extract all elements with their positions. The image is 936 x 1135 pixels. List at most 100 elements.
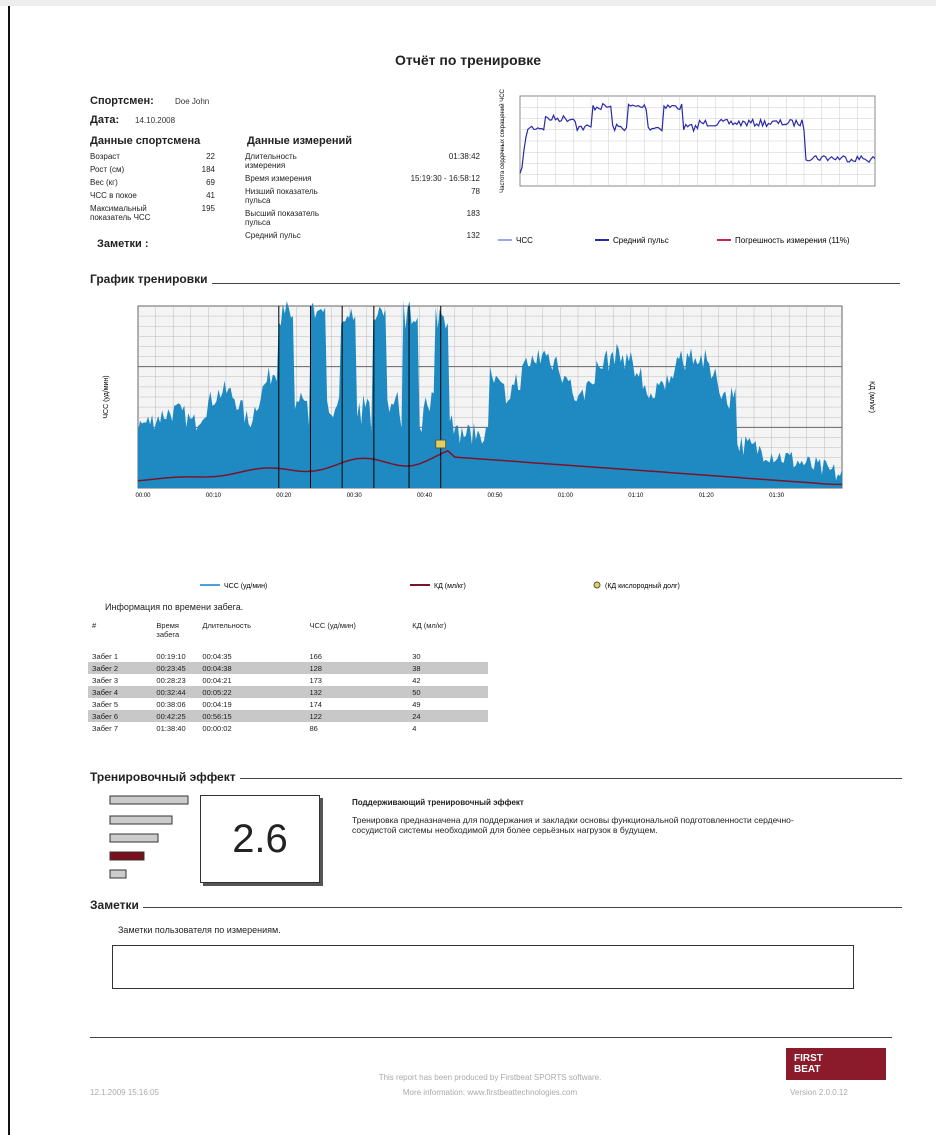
main-chart: 00:00 00:10 00:20 00:30 00:40 00:50 01:00 01:10… <box>103 300 875 499</box>
data-row: ЧСС в покое 41 <box>90 191 215 200</box>
data-value: 195 <box>201 204 215 213</box>
data-value: 132 <box>466 231 480 240</box>
legend-swatch <box>593 581 601 589</box>
data-label: Максимальный показатель ЧСС <box>90 204 151 222</box>
table-cell: 00:04:35 <box>202 651 232 661</box>
effect-bars <box>109 795 189 879</box>
effect-bar <box>109 869 127 879</box>
title: Отчёт по тренировке <box>394 52 542 68</box>
effect-bar <box>109 833 159 843</box>
table-cell: Забег 6 <box>88 710 153 722</box>
legend-label: Средний пульс <box>613 236 669 245</box>
data-value: 22 <box>206 152 215 161</box>
legend-label: ЧСС (уд/мин) <box>224 583 267 590</box>
data-label: Низший показатель пульса <box>245 187 318 205</box>
athlete-name: Doe John <box>175 97 210 106</box>
date-label: Дата: <box>90 114 120 126</box>
table-cell: Забег 3 <box>92 675 119 685</box>
table-cell: 01:38:40 <box>156 723 186 733</box>
table-cell: Забег 5 <box>92 699 119 709</box>
table-cell: 132 <box>305 686 409 698</box>
table-cell: 00:00:02 <box>202 723 232 733</box>
x-tick-label: 00:00 <box>135 493 151 499</box>
table-cell: 128 <box>305 662 409 674</box>
logo-text: BEAT <box>794 1064 821 1075</box>
footer-timestamp: 12.1.2009 15:16:05 <box>90 1088 159 1097</box>
hr-area <box>138 300 842 488</box>
data-value: 41 <box>206 191 215 200</box>
legend-label: (КД кислородный долг) <box>605 582 680 590</box>
data-value: 183 <box>466 209 480 218</box>
table-row: Забег 6 00:42:25 00:56:15 122 24 <box>88 710 488 722</box>
x-tick-label: 00:30 <box>347 493 363 499</box>
rule <box>90 907 902 908</box>
table-cell: 00:04:19 <box>202 699 232 709</box>
section-heading: Заметки <box>90 898 143 912</box>
data-row: Средний пульс 132 <box>245 231 480 240</box>
table-cell: 122 <box>305 710 409 722</box>
table-cell: 50 <box>408 686 488 698</box>
table-cell: 42 <box>412 675 421 685</box>
effect-value: 2.6 <box>200 795 320 883</box>
data-row: Высший показатель пульса 183 <box>245 209 480 227</box>
section-heading: Тренировочный эффект <box>90 770 240 784</box>
date: 14.10.2008 <box>135 116 176 125</box>
header-cell: ЧСС (уд/мин) <box>309 621 356 630</box>
data-value: 15:19:30 - 16:58:12 <box>410 174 480 183</box>
athlete-label: Спортсмен: <box>90 95 154 107</box>
legend-label: КД (мл/кг) <box>434 583 466 590</box>
data-row: Возраст 22 <box>90 152 215 161</box>
header-cell: # <box>92 621 97 630</box>
data-row: Максимальный показатель ЧСС 195 <box>90 204 215 222</box>
section-heading: График тренировки <box>90 272 212 286</box>
y-axis-label: Частота сердечных сокращений ЧСС <box>499 88 506 192</box>
data-row: Низший показатель пульса 78 <box>245 187 480 205</box>
notes-label: Заметки : <box>97 238 149 250</box>
data-value: 184 <box>201 165 215 174</box>
table-cell: 00:38:06 <box>156 699 186 709</box>
effect-title: Поддерживающий тренировочный эффект <box>352 798 524 807</box>
table-cell: 30 <box>412 651 421 661</box>
x-tick-label: 01:10 <box>628 493 644 499</box>
logo-text: FIRST <box>794 1053 823 1064</box>
table-cell: 24 <box>408 710 488 722</box>
top-strip <box>0 0 936 6</box>
data-label: Вес (кг) <box>90 178 118 187</box>
data-row: Вес (кг) 69 <box>90 178 215 187</box>
athlete-data: Возраст 22 Рост (см) 184 Вес (кг) 69 ЧСС в пок… <box>90 152 215 226</box>
header-cell: Время забега <box>156 621 180 639</box>
epoc-line <box>137 449 842 486</box>
main-legend: ЧСС (уд/мин) КД (мл/кг) (КД кислородный до… <box>200 581 680 590</box>
data-label: Длительность измерения <box>245 152 297 170</box>
measure-heading: Данные измерений <box>247 135 353 147</box>
x-tick-label: 00:50 <box>487 493 503 499</box>
effect-bar <box>109 795 189 805</box>
table-row: Забег 7 01:38:40 00:00:02 86 4 <box>88 722 488 734</box>
table-row: Забег 5 00:38:06 00:04:19 174 49 <box>88 698 488 710</box>
data-value: 78 <box>471 187 480 196</box>
data-row: Время измерения 15:19:30 - 16:58:12 <box>245 174 480 183</box>
data-label: Время измерения <box>245 174 312 183</box>
data-label: Возраст <box>90 152 120 161</box>
effect-text: Тренировка предназначена для поддержания… <box>352 815 794 835</box>
y2-axis-label: КД (мл/кг) <box>868 381 875 413</box>
table-cell: 166 <box>309 651 322 661</box>
footer-version: Version 2.0.0.12 <box>790 1088 848 1097</box>
table-row: Забег 2 00:23:45 00:04:38 128 38 <box>88 662 488 674</box>
data-label: Высший показатель пульса <box>245 209 320 227</box>
legend-label: Погрешность измерения (11%) <box>735 236 850 245</box>
measurement-data: Длительность измерения 01:38:42 Время изме… <box>245 152 480 244</box>
table-cell: 86 <box>309 723 318 733</box>
x-tick-label: 01:30 <box>769 493 785 499</box>
laps-table: # Время забега Длительность ЧСС (уд/мин) КД … <box>88 620 488 734</box>
data-label: ЧСС в покое <box>90 191 137 200</box>
table-cell: 173 <box>309 675 322 685</box>
rule <box>90 1037 892 1038</box>
data-row: Рост (см) 184 <box>90 165 215 174</box>
table-cell: 00:05:22 <box>198 686 306 698</box>
data-row: Длительность измерения 01:38:42 <box>245 152 480 170</box>
x-tick-label: 01:20 <box>699 493 715 499</box>
effect-bar <box>109 851 145 861</box>
table-cell: 49 <box>412 699 421 709</box>
